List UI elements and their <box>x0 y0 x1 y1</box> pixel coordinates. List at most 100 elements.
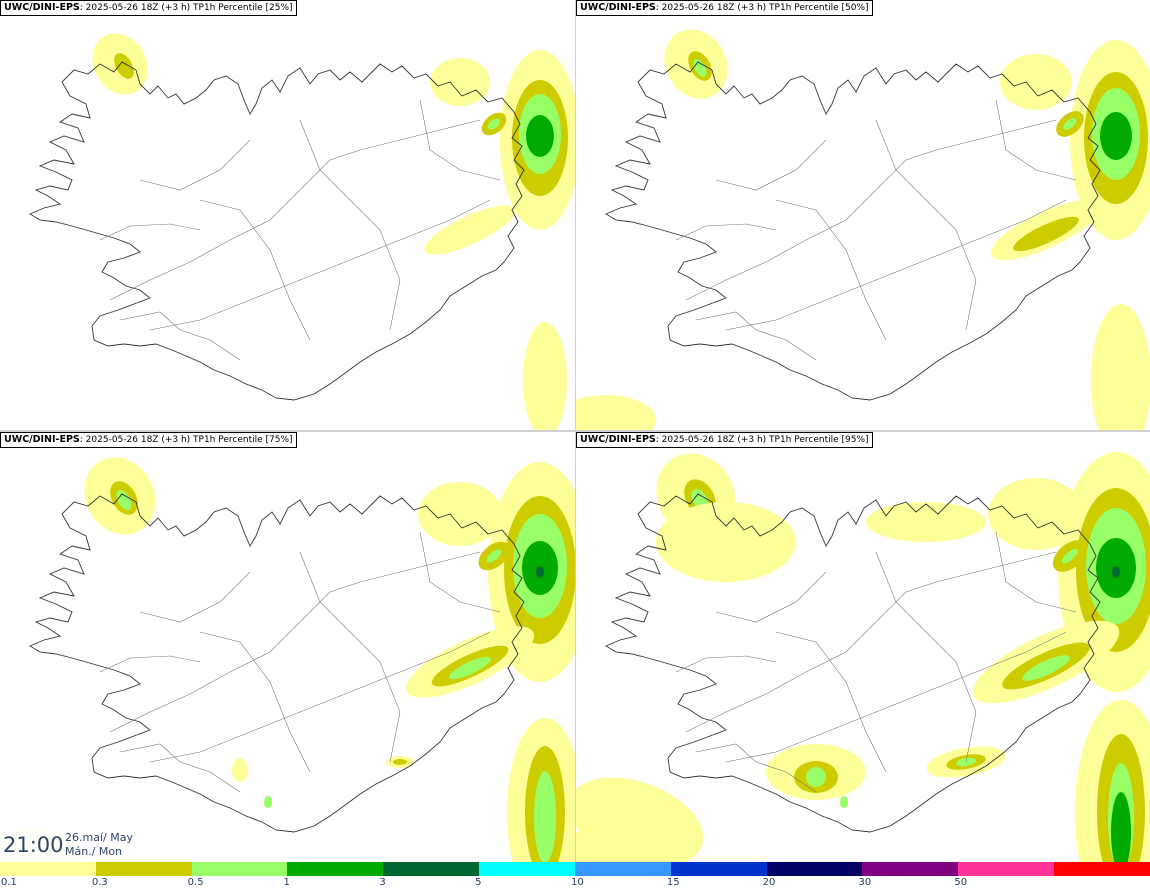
precip-area <box>866 502 986 542</box>
boundary-line <box>199 631 311 773</box>
boundary-line <box>675 223 777 241</box>
valid-time: 21:00 <box>3 833 64 857</box>
precip-area <box>1112 566 1120 578</box>
precip-area <box>486 549 502 563</box>
boundary-line <box>715 139 827 191</box>
boundary-line <box>715 571 827 623</box>
boundary-line <box>139 571 251 623</box>
field-name: TP1h Percentile [50%] <box>766 3 869 13</box>
boundary-line <box>675 655 777 673</box>
run-info: : 2025-05-26 18Z (+3 h) <box>79 435 191 445</box>
legend-swatch <box>862 862 959 876</box>
precip-area <box>534 771 556 862</box>
boundary-line <box>419 531 501 613</box>
precip-area <box>1022 655 1070 681</box>
iceland-map <box>0 457 575 862</box>
precip-area <box>418 482 502 546</box>
coastline <box>605 493 1101 833</box>
legend-tick-label: 0.3 <box>91 877 108 888</box>
iceland-map <box>576 29 1150 430</box>
coastline <box>605 61 1101 401</box>
boundary-line <box>109 551 481 733</box>
precip-area <box>1111 792 1131 862</box>
legend-swatch <box>95 862 192 876</box>
boundary-line <box>875 119 977 331</box>
precip-area <box>1063 118 1077 130</box>
legend-tick-label: 10 <box>571 877 584 888</box>
color-scale-bar <box>0 862 1150 876</box>
precip-area <box>430 58 490 106</box>
panel-title: UWC/DINI-EPS: 2025-05-26 18Z (+3 h) TP1h… <box>576 432 873 448</box>
model-name: UWC/DINI-EPS <box>4 434 80 445</box>
precip-area <box>1013 216 1079 252</box>
boundary-line <box>685 551 1057 733</box>
precip-area <box>526 115 554 157</box>
model-name: UWC/DINI-EPS <box>580 434 656 445</box>
coastline <box>29 61 525 401</box>
iceland-map <box>576 452 1150 862</box>
run-info: : 2025-05-26 18Z (+3 h) <box>655 3 767 13</box>
precip-area <box>1000 54 1072 110</box>
valid-date-line1: 26.maí/ May <box>65 831 133 844</box>
boundary-line <box>99 223 201 241</box>
legend-tick-label: 0.5 <box>187 877 204 888</box>
legend-tick-label: 15 <box>666 877 680 888</box>
boundary-line <box>995 531 1077 613</box>
boundary-line <box>695 311 817 361</box>
valid-date-line2: Mán./ Mon <box>65 845 123 858</box>
legend-swatch <box>479 862 575 876</box>
iceland-map <box>29 33 575 430</box>
precip-area <box>576 777 704 862</box>
precip-area <box>988 478 1084 550</box>
legend-swatch <box>766 862 863 876</box>
legend-swatch <box>191 862 288 876</box>
map-panel-p75: UWC/DINI-EPS: 2025-05-26 18Z (+3 h) TP1h… <box>0 432 575 862</box>
map-panel-p95: UWC/DINI-EPS: 2025-05-26 18Z (+3 h) TP1h… <box>576 432 1150 862</box>
boundary-line <box>119 311 241 361</box>
coastline <box>29 493 525 833</box>
precip-area <box>806 767 826 787</box>
map-panel-p25: UWC/DINI-EPS: 2025-05-26 18Z (+3 h) TP1h… <box>0 0 575 430</box>
precip-area <box>264 796 272 808</box>
legend-swatch <box>383 862 480 876</box>
boundary-line <box>685 119 1057 301</box>
legend-swatch <box>287 862 384 876</box>
boundary-line <box>725 631 1067 763</box>
field-name: TP1h Percentile [75%] <box>190 435 293 445</box>
color-scale-legend: 0.1 0.3 0.5 1 3 5 10 15 20 30 50 <box>0 862 1150 891</box>
precip-area <box>1091 304 1150 430</box>
boundary-line <box>299 551 401 763</box>
legend-tick-label: 30 <box>858 877 872 888</box>
precip-area <box>536 566 544 578</box>
boundary-line <box>775 631 887 773</box>
boundary-line <box>149 199 491 331</box>
boundary-line <box>99 655 201 673</box>
precip-area <box>488 118 500 130</box>
legend-swatch <box>670 862 767 876</box>
legend-tick-label: 5 <box>475 877 482 888</box>
panel-title: UWC/DINI-EPS: 2025-05-26 18Z (+3 h) TP1h… <box>0 432 297 448</box>
boundary-line <box>119 743 241 793</box>
legend-tick-label: 0.1 <box>1 877 17 888</box>
legend-tick-label: 3 <box>379 877 386 888</box>
precip-area <box>656 502 796 582</box>
field-name: TP1h Percentile [25%] <box>190 3 293 13</box>
legend-tick-label: 50 <box>954 877 968 888</box>
precip-area <box>424 205 516 255</box>
map-panel-p50: UWC/DINI-EPS: 2025-05-26 18Z (+3 h) TP1h… <box>576 0 1150 430</box>
panel-title: UWC/DINI-EPS: 2025-05-26 18Z (+3 h) TP1h… <box>576 0 873 16</box>
model-name: UWC/DINI-EPS <box>580 2 656 13</box>
legend-tick-label: 1 <box>283 877 290 888</box>
boundary-line <box>299 119 401 331</box>
boundary-line <box>725 199 1067 331</box>
run-info: : 2025-05-26 18Z (+3 h) <box>79 3 191 13</box>
precip-area <box>449 656 491 680</box>
field-name: TP1h Percentile [95%] <box>766 435 869 445</box>
legend-swatch <box>958 862 1055 876</box>
valid-date: 26.maí/ May Mán./ Mon <box>65 831 133 859</box>
panel-divider-horizontal <box>0 430 1150 432</box>
precip-area <box>840 796 848 808</box>
boundary-line <box>875 551 977 763</box>
precip-area <box>1100 112 1132 160</box>
boundary-line <box>995 99 1077 181</box>
